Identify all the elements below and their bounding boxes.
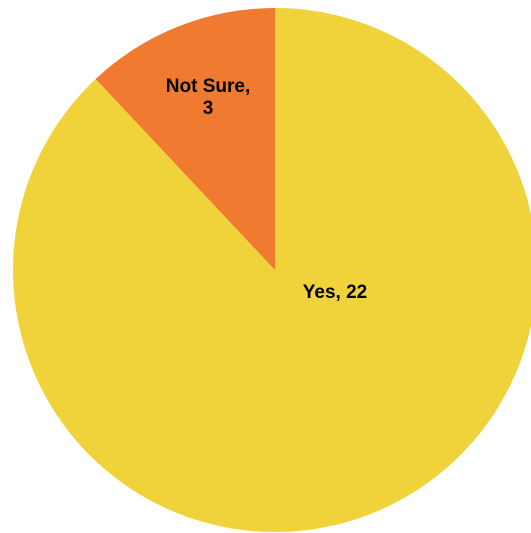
pie-slice-not-sure bbox=[95, 8, 276, 270]
pie-slices bbox=[13, 8, 531, 532]
data-label-yes: Yes, 22 bbox=[303, 282, 367, 303]
pie-slice-yes bbox=[13, 8, 531, 532]
pie-labels: Yes, 22 Not Sure, 3 bbox=[166, 76, 367, 303]
data-label-not-sure: Not Sure, 3 bbox=[166, 76, 250, 119]
